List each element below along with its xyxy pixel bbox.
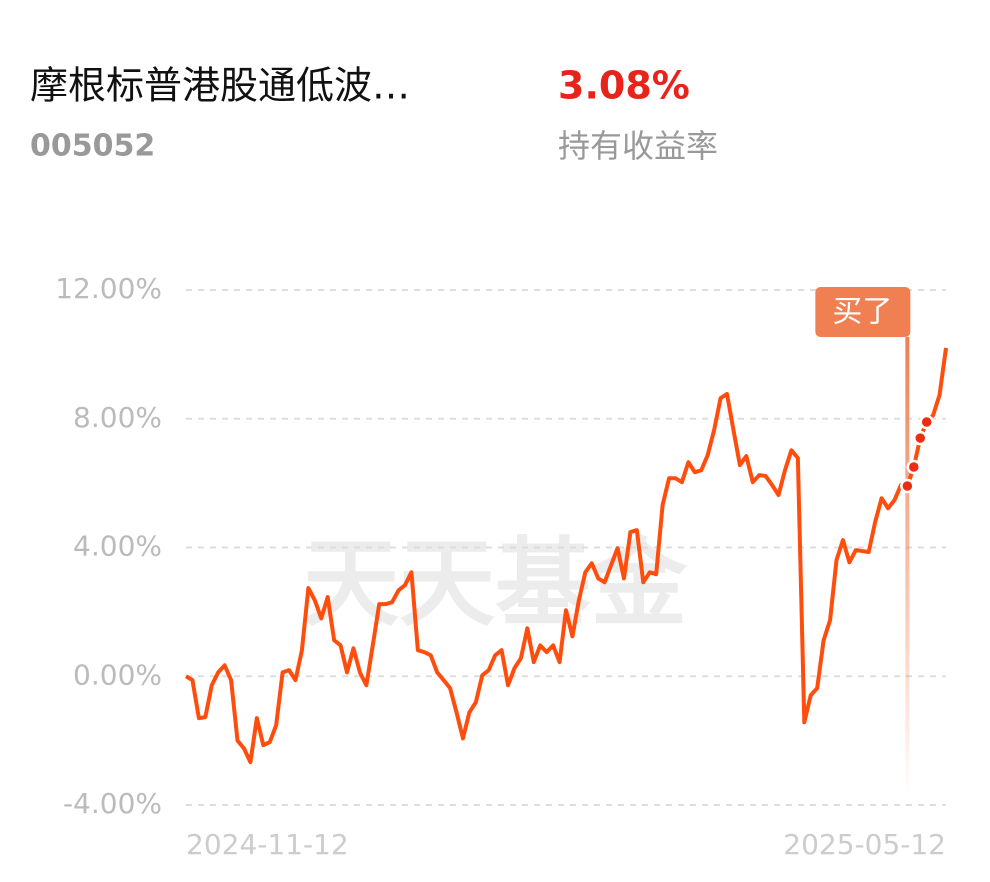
- buy-line: [905, 337, 910, 797]
- x-tick-label: 2025-05-12: [783, 828, 946, 861]
- return-value: 3.08%: [558, 64, 690, 108]
- buy-tag: [815, 287, 911, 337]
- x-tick-label: 2024-11-12: [186, 828, 349, 861]
- return-label: 持有收益率: [558, 127, 718, 165]
- buy-point: [900, 478, 915, 494]
- buy-tag-label: 买了: [832, 295, 892, 330]
- return-line: [184, 347, 948, 765]
- y-tick-label: 12.00%: [55, 272, 162, 305]
- buy-point: [906, 459, 922, 475]
- fund-title: 摩根标普港股通低波…: [30, 64, 410, 108]
- fund-code: 005052: [30, 129, 155, 164]
- y-tick-label: -4.00%: [63, 787, 162, 820]
- y-tick-label: 0.00%: [73, 658, 162, 691]
- y-tick-label: 8.00%: [73, 401, 162, 434]
- y-tick-label: 4.00%: [73, 530, 162, 563]
- buy-point: [919, 414, 934, 430]
- buy-point: [912, 430, 928, 446]
- watermark: 天天基金: [303, 527, 688, 639]
